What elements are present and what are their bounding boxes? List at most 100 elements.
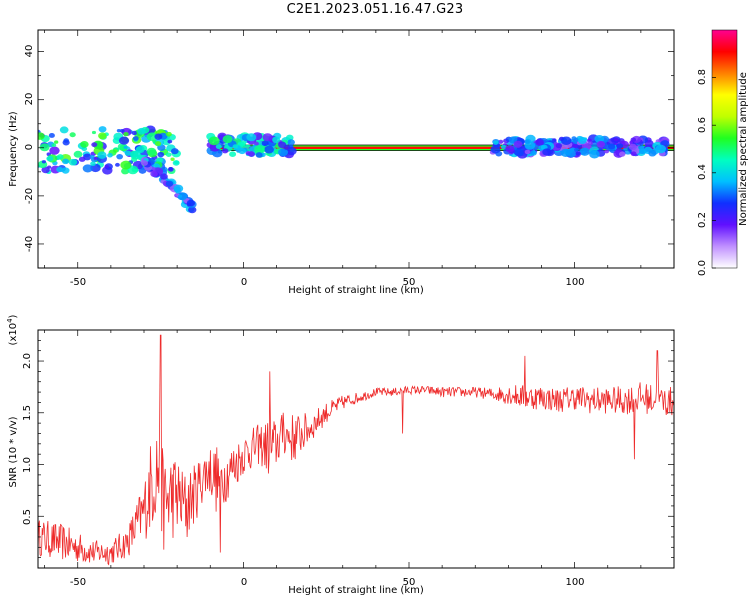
spectral-blob: [68, 158, 78, 166]
spectral-blob: [638, 148, 645, 154]
colorbar-tick-label: 0.8: [697, 69, 708, 85]
colorbar-tick-label: 0.4: [697, 164, 708, 180]
spectral-blob: [604, 149, 610, 154]
spectral-blob: [121, 167, 130, 175]
colorbar-tick-label: 0.2: [697, 212, 708, 228]
spectral-blob: [82, 164, 93, 173]
spectral-blob: [254, 145, 265, 154]
spectral-blob: [579, 147, 590, 156]
spectral-blob: [500, 144, 507, 150]
y-tick-label: -40: [24, 236, 35, 252]
colorbar-tick-label: 0.6: [697, 117, 708, 133]
spectral-blob: [91, 130, 97, 135]
spectral-blob: [616, 143, 624, 149]
spectral-blob: [151, 166, 156, 171]
spectral-blob: [124, 150, 132, 156]
spectral-blob: [115, 162, 120, 167]
spectral-blob: [116, 129, 122, 133]
spectral-blob: [262, 133, 273, 142]
spectral-line: [210, 146, 674, 149]
spectral-blob: [648, 150, 657, 157]
spectral-blob: [165, 152, 172, 157]
spectral-blob: [530, 150, 537, 156]
spectral-blob: [140, 160, 149, 166]
spectral-blob: [118, 136, 130, 145]
spectral-blob: [208, 136, 220, 146]
y-tick-label: 1.5: [22, 405, 33, 421]
spectral-blob: [188, 206, 197, 214]
snr-ticks: [38, 330, 675, 568]
spectral-blob: [39, 143, 50, 152]
y-tick-label: 40: [24, 45, 35, 58]
spectral-blob: [215, 144, 222, 150]
spectral-blob: [98, 132, 107, 140]
snr-plot-area: [38, 330, 674, 568]
spectral-blob: [596, 140, 605, 148]
snr-frame: [37, 329, 675, 569]
spectral-blob: [41, 160, 47, 164]
spectral-blob: [123, 131, 129, 137]
spectral-blob: [505, 145, 515, 153]
x-tick-label: 50: [403, 577, 416, 588]
spectral-blob: [261, 140, 269, 147]
spectral-blob: [61, 167, 70, 174]
spectral-blob: [48, 133, 55, 138]
spectral-blob: [177, 192, 188, 201]
x-axis-title: Height of straight line (km): [288, 285, 424, 296]
spectral-blob: [104, 164, 110, 169]
spectral-blob: [264, 145, 274, 154]
spectral-blob: [246, 133, 257, 142]
spectral-blob: [577, 136, 587, 144]
x-tick-label: 50: [403, 277, 416, 288]
spectral-blob: [154, 141, 162, 147]
spectral-blob: [54, 140, 59, 144]
spectral-blob: [160, 173, 168, 180]
spectral-blob: [135, 146, 145, 154]
chart-title: C2E1.2023.051.16.47.G23: [286, 2, 464, 17]
x-axis-title: Height of straight line (km): [288, 585, 424, 596]
spectral-blob: [555, 143, 563, 149]
spectral-blob: [62, 139, 70, 146]
spectral-blob: [498, 139, 504, 144]
spectrogram-frame: [37, 29, 675, 269]
spectral-blob: [73, 150, 83, 158]
spectral-blob: [120, 160, 132, 170]
spectral-blob: [524, 149, 531, 155]
spectral-blob: [574, 147, 580, 152]
y-tick-label: 0.5: [22, 509, 33, 525]
spectral-blob: [655, 144, 667, 154]
spectral-blob: [278, 148, 289, 157]
spectral-blob: [285, 134, 294, 141]
spectral-blob: [170, 157, 175, 161]
spectral-blob: [69, 132, 76, 138]
spectral-blob: [167, 139, 173, 144]
y-multiplier-text: (x10: [8, 323, 19, 346]
spectrogram-ticks: [38, 30, 675, 269]
spectral-blob: [525, 139, 531, 144]
spectrogram-heatmap: [38, 125, 674, 214]
spectral-blob: [132, 136, 139, 141]
spectral-blob: [78, 156, 86, 162]
spectral-blob: [38, 132, 45, 140]
spectral-blob: [130, 150, 141, 160]
spectral-blob: [253, 141, 259, 146]
y-axis-title: Frequency (Hz): [8, 111, 19, 187]
spectral-blob: [168, 166, 173, 171]
spectral-blob: [630, 137, 637, 142]
y-tick-label: 2.0: [22, 353, 33, 369]
spectral-blob: [173, 184, 184, 193]
colorbar-tick-label: 0.0: [697, 260, 708, 276]
spectral-blob: [154, 133, 163, 140]
spectral-blob: [146, 132, 158, 141]
x-tick-label: 100: [565, 277, 584, 288]
y-multiplier-label: (x104): [6, 314, 19, 345]
colorbar-gradient: [712, 30, 737, 268]
spectral-blob: [560, 136, 572, 145]
spectral-blob: [123, 145, 128, 149]
spectral-blob: [490, 145, 501, 154]
spectral-blob: [131, 156, 138, 162]
spectral-blob: [146, 147, 157, 156]
spectral-blob: [607, 143, 616, 150]
colorbar-title: Normalized spectral amplitude: [738, 72, 749, 226]
